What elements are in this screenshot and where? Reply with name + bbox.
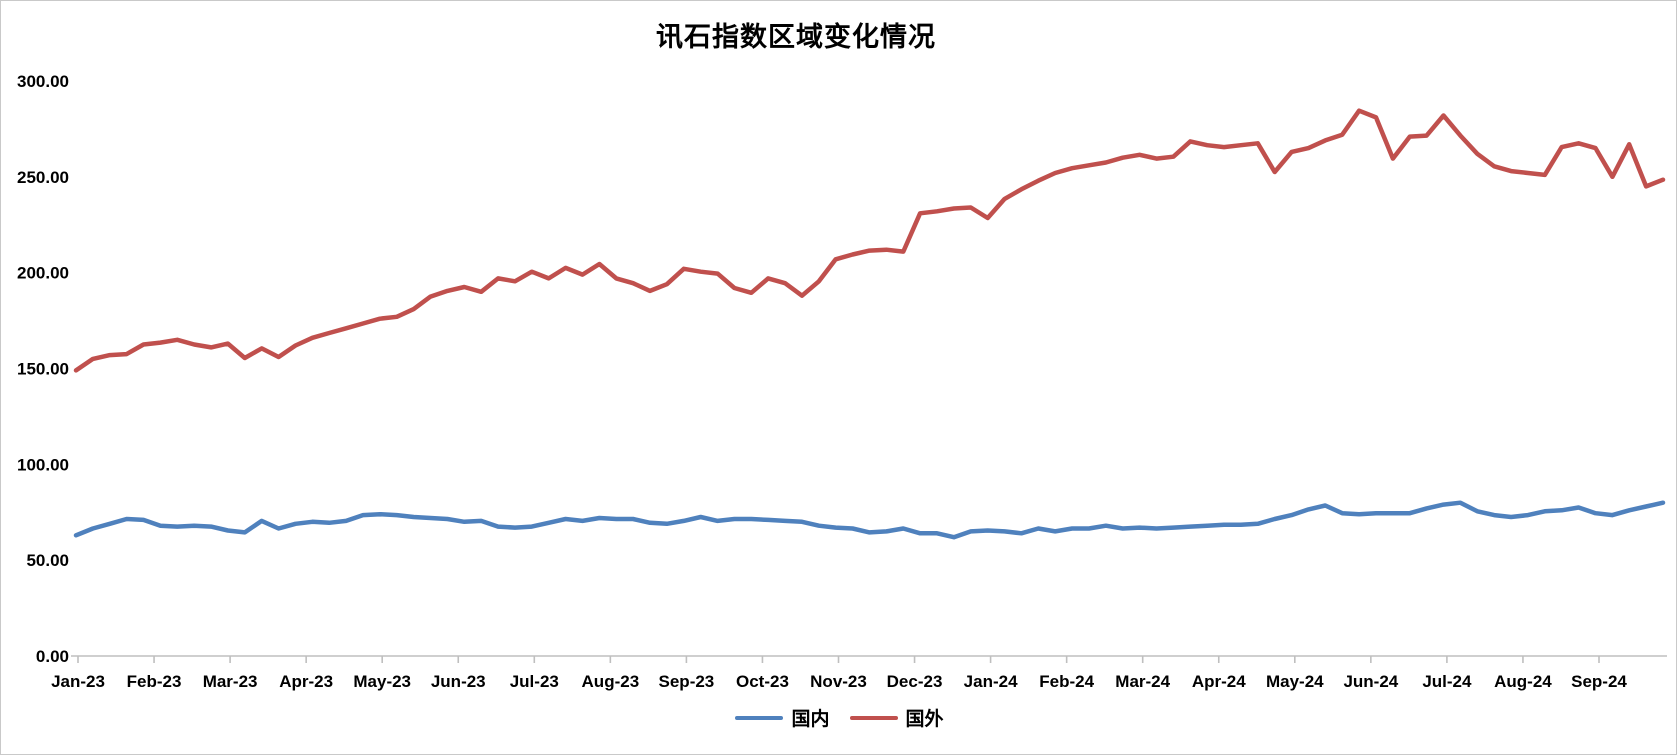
y-axis-tick-label: 250.00 (17, 168, 69, 187)
x-axis-tick-label: May-23 (353, 672, 411, 691)
x-axis-tick-label: Feb-24 (1039, 672, 1094, 691)
y-axis-tick-label: 50.00 (26, 551, 69, 570)
x-axis-tick-label: Mar-24 (1115, 672, 1170, 691)
x-axis-tick-label: Aug-23 (582, 672, 640, 691)
x-axis-tick-label: Apr-24 (1192, 672, 1246, 691)
y-axis-tick-label: 150.00 (17, 360, 69, 379)
x-axis-tick-label: Dec-23 (887, 672, 943, 691)
legend-item-foreign: 国外 (849, 704, 944, 731)
y-axis-tick-label: 200.00 (17, 264, 69, 283)
x-axis-tick-label: Jul-23 (510, 672, 559, 691)
y-axis-tick-label: 0.00 (36, 647, 69, 666)
y-axis-tick-label: 300.00 (17, 72, 69, 91)
x-axis-tick-label: Feb-23 (127, 672, 182, 691)
series-line-domestic (73, 500, 1666, 540)
x-axis-tick-label: Aug-24 (1494, 672, 1552, 691)
x-axis-tick-label: Jun-24 (1343, 672, 1398, 691)
x-axis-tick-label: Jan-23 (51, 672, 105, 691)
x-axis-tick-label: Nov-23 (810, 672, 867, 691)
x-axis-tick-label: Apr-23 (279, 672, 333, 691)
x-axis-tick-label: Jun-23 (431, 672, 486, 691)
y-axis-tick-label: 100.00 (17, 455, 69, 474)
legend-label-foreign: 国外 (905, 709, 944, 730)
series-line-foreign (73, 108, 1666, 373)
x-axis-tick-label: Jul-24 (1422, 672, 1472, 691)
x-axis-tick-label: Mar-23 (203, 672, 258, 691)
legend-swatch-domestic (735, 715, 784, 720)
x-axis-tick-label: Jan-24 (964, 672, 1018, 691)
chart-legend: 国内 国外 (1, 704, 1676, 731)
x-axis-tick-label: Oct-23 (736, 672, 789, 691)
x-axis-tick-label: Sep-24 (1571, 672, 1627, 691)
x-axis-tick-label: Sep-23 (659, 672, 715, 691)
legend-swatch-foreign (849, 715, 898, 720)
x-axis-tick-label: May-24 (1266, 672, 1324, 691)
legend-item-domestic: 国内 (735, 704, 830, 731)
legend-label-domestic: 国内 (791, 709, 830, 730)
chart-title: 讯石指数区域变化情况 (656, 22, 936, 52)
